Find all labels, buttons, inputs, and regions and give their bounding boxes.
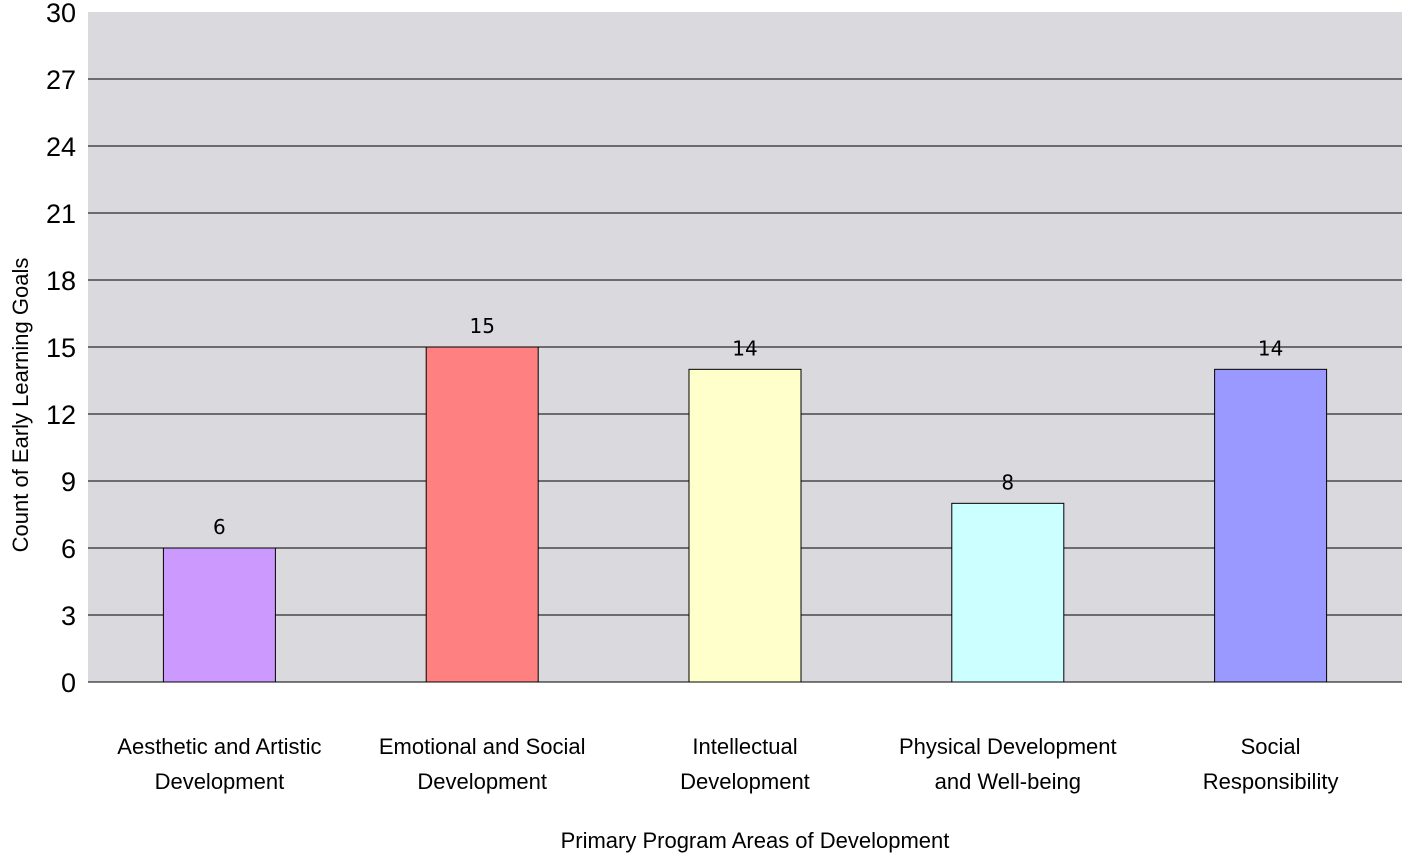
data-label: 14 bbox=[1258, 336, 1283, 360]
bar bbox=[688, 368, 802, 683]
x-category-label: Intellectual bbox=[692, 734, 797, 759]
x-category-label: and Well-being bbox=[935, 769, 1081, 794]
y-tick-label: 30 bbox=[46, 0, 76, 28]
x-category-label: Social bbox=[1241, 734, 1301, 759]
data-label: 8 bbox=[1001, 470, 1014, 494]
y-axis-title: Count of Early Learning Goals bbox=[8, 258, 33, 553]
y-axis-ticks: 0 3 6 9 12 15 18 21 24 27 30 bbox=[46, 0, 76, 698]
x-category-label: Aesthetic and Artistic bbox=[117, 734, 321, 759]
x-category-label: Responsibility bbox=[1203, 769, 1339, 794]
y-tick-label: 15 bbox=[46, 333, 76, 363]
x-category-label: Emotional and Social bbox=[379, 734, 586, 759]
y-tick-label: 18 bbox=[46, 266, 76, 296]
y-tick-label: 12 bbox=[46, 400, 76, 430]
y-tick-label: 24 bbox=[46, 132, 76, 162]
y-tick-label: 6 bbox=[61, 534, 76, 564]
y-tick-label: 21 bbox=[46, 199, 76, 229]
x-axis-title: Primary Program Areas of Development bbox=[561, 828, 950, 853]
data-label: 6 bbox=[213, 515, 226, 539]
data-labels: 6 15 14 8 14 bbox=[213, 314, 1283, 539]
bar bbox=[425, 346, 539, 683]
y-tick-label: 0 bbox=[61, 668, 76, 698]
x-category-label: Development bbox=[680, 769, 810, 794]
y-tick-label: 3 bbox=[61, 601, 76, 631]
y-tick-label: 27 bbox=[46, 65, 76, 95]
x-category-label: Development bbox=[417, 769, 547, 794]
x-category-label: Development bbox=[155, 769, 285, 794]
data-label: 15 bbox=[469, 314, 494, 338]
y-tick-label: 9 bbox=[61, 467, 76, 497]
x-category-label: Physical Development bbox=[899, 734, 1117, 759]
bar bbox=[162, 547, 276, 683]
bar bbox=[951, 502, 1065, 683]
data-label: 14 bbox=[732, 336, 757, 360]
bar bbox=[1214, 368, 1328, 683]
x-axis-categories: Aesthetic and Artistic Development Emotion… bbox=[117, 734, 1338, 794]
bars bbox=[162, 346, 1328, 683]
